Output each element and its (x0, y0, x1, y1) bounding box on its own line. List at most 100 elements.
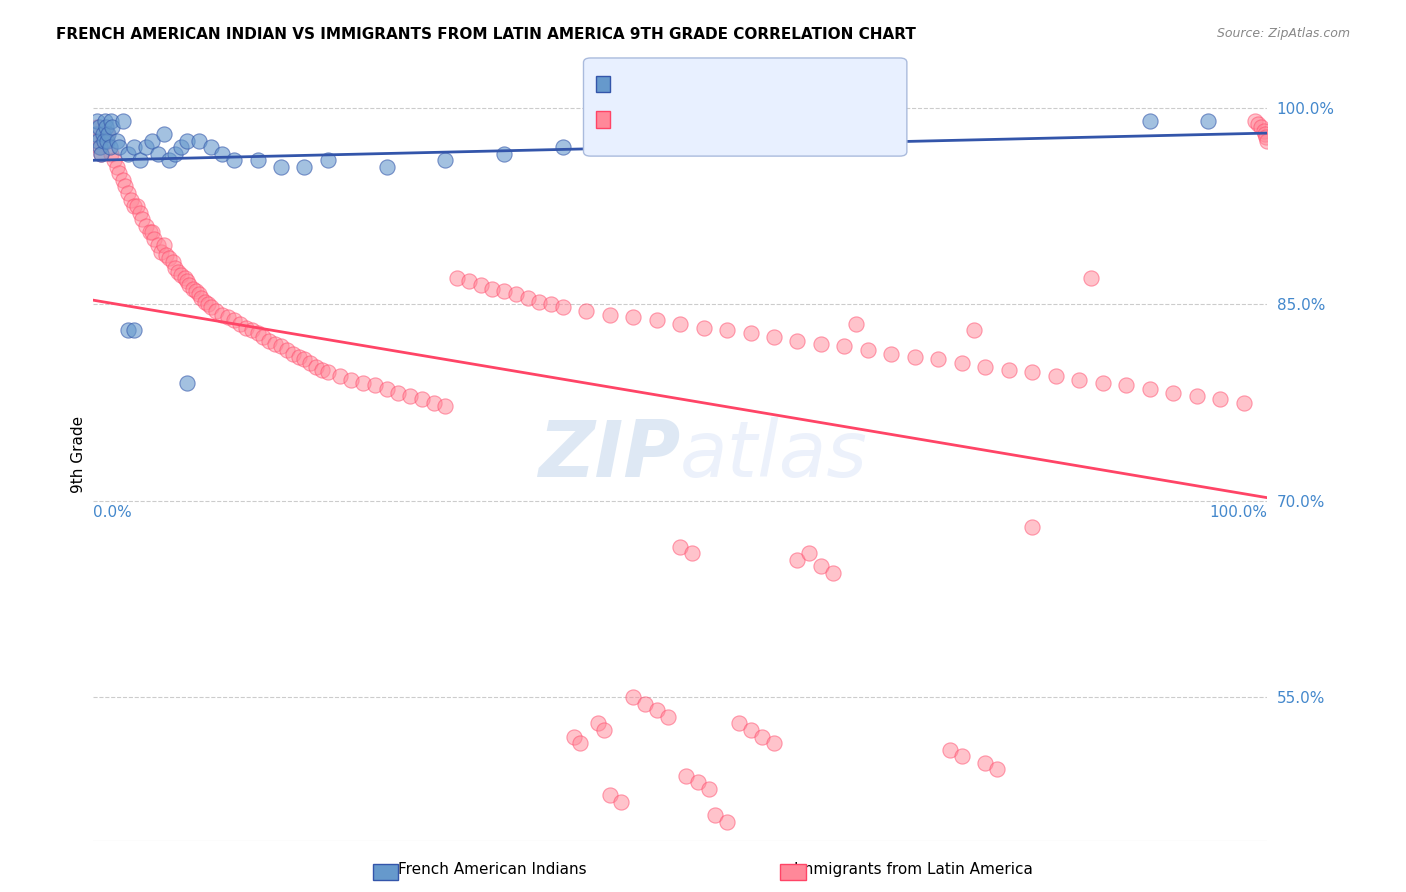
Point (176, 134, 198, 148)
Point (162, 255, 184, 269)
Point (94, 114, 117, 128)
Point (176, 376, 198, 390)
Point (352, 376, 374, 390)
Point (751, 730, 773, 744)
Point (551, 140, 574, 154)
Point (692, 321, 714, 335)
Point (799, 546, 821, 560)
Point (129, 205, 152, 219)
Text: R =  0.138    N =  43: R = 0.138 N = 43 (612, 76, 821, 94)
Point (645, 313, 668, 327)
Point (505, 286, 527, 301)
Point (669, 317, 692, 331)
Point (117, 186, 139, 200)
Point (97, 127, 120, 141)
Point (1115, 378, 1137, 392)
Point (173, 271, 195, 285)
Point (205, 303, 228, 318)
Text: ZIP: ZIP (538, 417, 681, 493)
Y-axis label: 9th Grade: 9th Grade (72, 417, 86, 493)
Point (1253, 127, 1275, 141)
Point (974, 756, 997, 770)
Point (1139, 383, 1161, 397)
Point (117, 146, 139, 161)
Point (492, 146, 515, 161)
Point (529, 294, 551, 309)
Point (131, 212, 153, 227)
Point (87, 120, 110, 135)
Point (716, 324, 738, 338)
Point (246, 153, 269, 168)
Point (763, 736, 786, 750)
Point (856, 343, 879, 358)
Point (105, 134, 128, 148)
Point (939, 742, 962, 756)
Point (311, 363, 333, 377)
Point (143, 232, 166, 246)
Point (103, 153, 125, 168)
Text: R =  -0.370   N = 149: R = -0.370 N = 149 (612, 112, 821, 129)
Point (222, 153, 245, 168)
Point (1021, 365, 1043, 379)
Point (621, 310, 644, 325)
Point (962, 324, 984, 338)
Text: atlas: atlas (681, 417, 868, 493)
Point (84, 127, 107, 141)
Point (586, 716, 609, 731)
Point (217, 310, 239, 325)
Point (950, 356, 973, 370)
Point (551, 300, 574, 314)
Text: 100.0%: 100.0% (1209, 505, 1267, 520)
Point (1253, 124, 1275, 138)
Point (904, 350, 927, 364)
Point (470, 277, 492, 292)
Point (84, 134, 107, 148)
Point (1091, 376, 1114, 390)
Point (457, 274, 479, 288)
Text: Immigrants from Latin America: Immigrants from Latin America (794, 863, 1033, 877)
Point (422, 395, 444, 409)
Point (1256, 134, 1278, 148)
Point (294, 352, 316, 367)
Point (1045, 369, 1067, 384)
Point (179, 277, 201, 292)
Point (211, 146, 233, 161)
Point (316, 365, 339, 379)
Point (1185, 389, 1208, 403)
Point (86, 120, 108, 135)
Point (516, 291, 538, 305)
Point (187, 134, 209, 148)
Point (1244, 114, 1267, 128)
Point (222, 313, 245, 327)
Point (1209, 392, 1232, 406)
Point (111, 114, 134, 128)
Point (1246, 116, 1268, 130)
Point (125, 199, 148, 213)
Point (120, 193, 142, 207)
Point (974, 360, 997, 375)
Point (329, 369, 352, 384)
Point (159, 252, 181, 266)
Point (87, 134, 110, 148)
Point (1139, 114, 1161, 128)
Point (434, 400, 457, 414)
Point (122, 140, 145, 154)
Point (90, 146, 112, 161)
Point (564, 730, 586, 744)
Point (146, 238, 169, 252)
Point (610, 795, 633, 809)
Point (492, 284, 515, 298)
Point (399, 389, 422, 403)
Point (117, 324, 139, 338)
Point (716, 814, 738, 829)
Point (727, 716, 749, 731)
Point (1080, 271, 1102, 285)
Point (135, 140, 157, 154)
Text: FRENCH AMERICAN INDIAN VS IMMIGRANTS FROM LATIN AMERICA 9TH GRADE CORRELATION CH: FRENCH AMERICAN INDIAN VS IMMIGRANTS FRO… (56, 27, 917, 42)
Point (763, 330, 786, 344)
Point (200, 300, 222, 314)
Point (704, 808, 727, 822)
Point (950, 749, 973, 764)
Point (305, 360, 328, 375)
Point (270, 160, 292, 174)
